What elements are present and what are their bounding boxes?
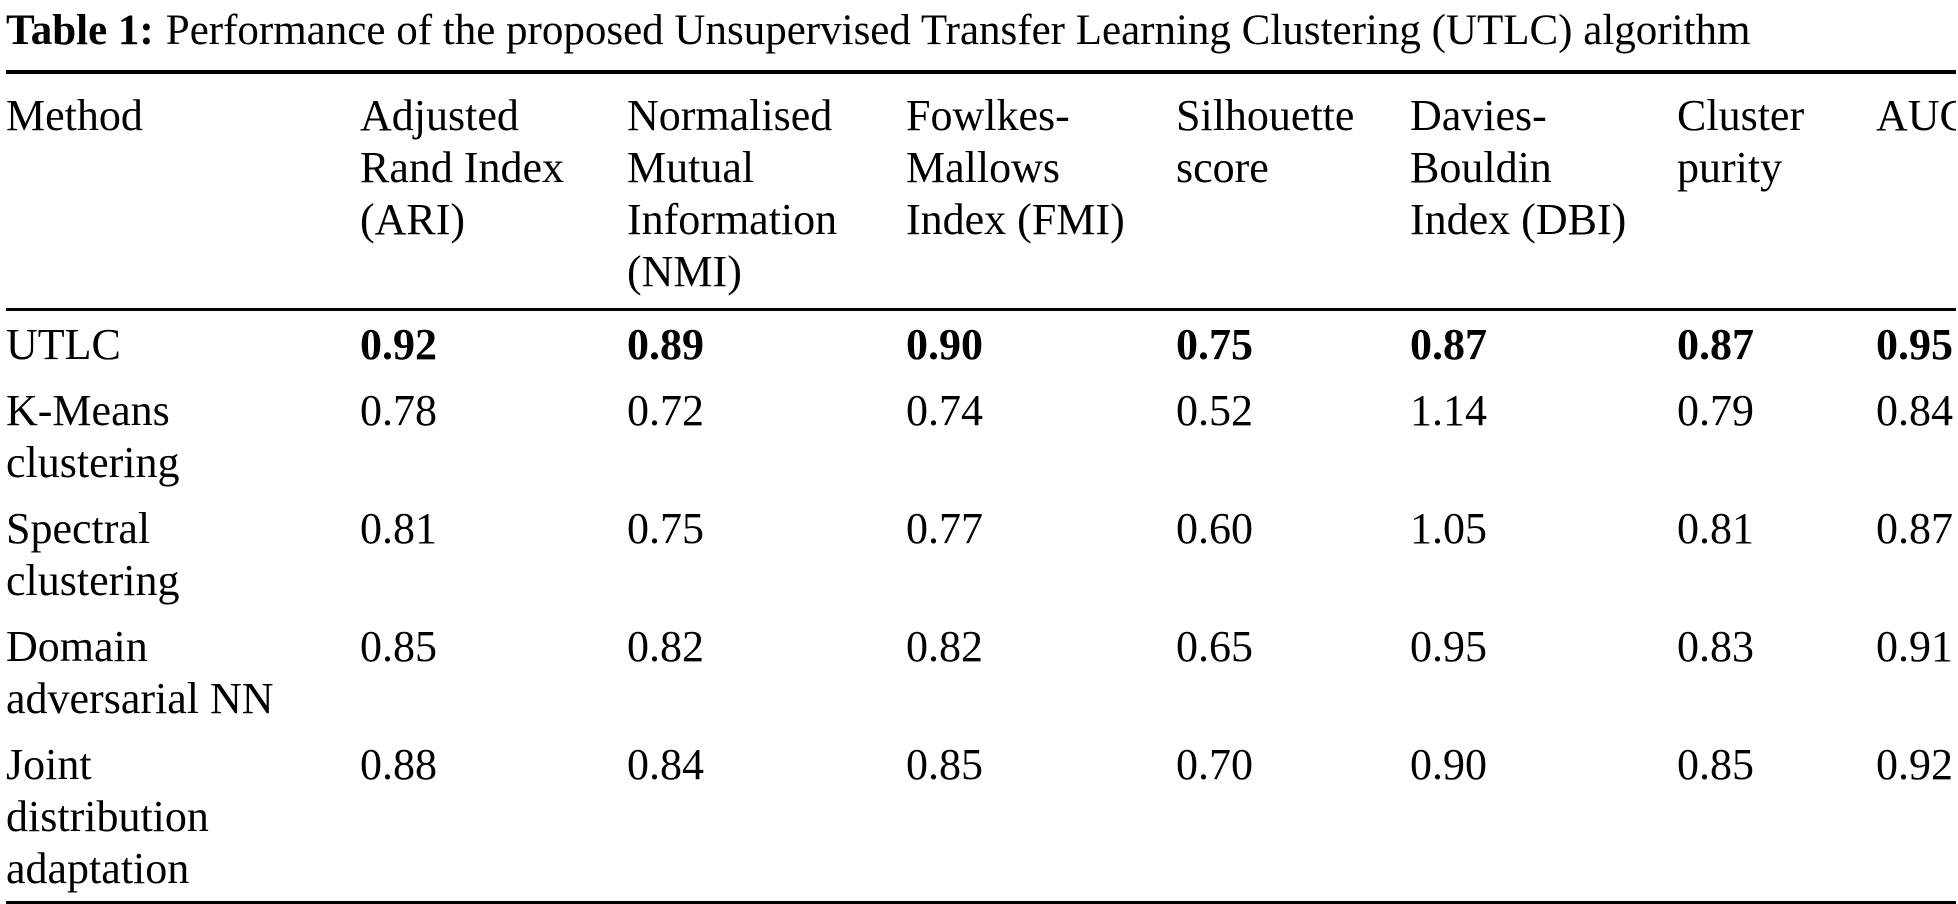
header-row: Method Adjusted Rand Index (ARI) Normali… [6, 72, 1956, 311]
method-cell: Domain adversarial NN [6, 622, 274, 723]
value-cell-ari: 0.88 [360, 740, 437, 789]
value-cell-cluster-purity: 0.87 [1677, 320, 1754, 369]
value-cell-fmi: 0.74 [906, 386, 983, 435]
results-table: Method Adjusted Rand Index (ARI) Normali… [6, 70, 1956, 904]
method-cell: Joint distribution adaptation [6, 740, 209, 893]
column-header-method: Method [6, 72, 360, 311]
column-header-ari: Adjusted Rand Index (ARI) [360, 72, 627, 311]
value-cell-ari: 0.81 [360, 504, 437, 553]
value-cell-dbi: 0.90 [1410, 740, 1487, 789]
value-cell-silhouette: 0.70 [1176, 740, 1253, 789]
table-caption-text: Performance of the proposed Unsupervised… [165, 7, 1751, 54]
value-cell-ari: 0.92 [360, 320, 437, 369]
table-row-utlc: UTLC 0.92 0.89 0.90 0.75 0.87 0.87 0.95 [6, 310, 1956, 378]
column-header-cluster-purity: Cluster purity [1677, 72, 1876, 311]
value-cell-fmi: 0.85 [906, 740, 983, 789]
value-cell-auc: 0.95 [1876, 320, 1953, 369]
value-cell-auc: 0.92 [1876, 740, 1953, 789]
table-row-spectral: Spectral clustering 0.81 0.75 0.77 0.60 … [6, 495, 1956, 613]
value-cell-cluster-purity: 0.83 [1677, 622, 1754, 671]
table-caption: Table 1: Performance of the proposed Unsu… [6, 4, 1956, 58]
table-row-domain-adversarial: Domain adversarial NN 0.85 0.82 0.82 0.6… [6, 613, 1956, 731]
column-header-fmi: Fowlkes- Mallows Index (FMI) [906, 72, 1176, 311]
column-header-silhouette: Silhouette score [1176, 72, 1410, 311]
table-row-kmeans: K-Means clustering 0.78 0.72 0.74 0.52 1… [6, 377, 1956, 495]
method-cell: UTLC [6, 320, 121, 369]
value-cell-fmi: 0.82 [906, 622, 983, 671]
value-cell-silhouette: 0.65 [1176, 622, 1253, 671]
value-cell-fmi: 0.77 [906, 504, 983, 553]
value-cell-nmi: 0.84 [627, 740, 704, 789]
value-cell-auc: 0.84 [1876, 386, 1953, 435]
value-cell-nmi: 0.82 [627, 622, 704, 671]
value-cell-nmi: 0.75 [627, 504, 704, 553]
value-cell-cluster-purity: 0.81 [1677, 504, 1754, 553]
value-cell-auc: 0.91 [1876, 622, 1953, 671]
method-cell: K-Means clustering [6, 386, 180, 487]
value-cell-dbi: 1.14 [1410, 386, 1487, 435]
value-cell-ari: 0.78 [360, 386, 437, 435]
column-header-auc: AUC [1876, 72, 1956, 311]
value-cell-silhouette: 0.52 [1176, 386, 1253, 435]
value-cell-dbi: 0.95 [1410, 622, 1487, 671]
column-header-nmi: Normalised Mutual Information (NMI) [627, 72, 906, 311]
table-row-joint-distribution: Joint distribution adaptation 0.88 0.84 … [6, 731, 1956, 903]
value-cell-cluster-purity: 0.85 [1677, 740, 1754, 789]
value-cell-auc: 0.87 [1876, 504, 1953, 553]
value-cell-dbi: 0.87 [1410, 320, 1487, 369]
value-cell-dbi: 1.05 [1410, 504, 1487, 553]
value-cell-nmi: 0.89 [627, 320, 704, 369]
value-cell-fmi: 0.90 [906, 320, 983, 369]
table-caption-label: Table 1: [6, 7, 154, 54]
method-cell: Spectral clustering [6, 504, 180, 605]
value-cell-silhouette: 0.60 [1176, 504, 1253, 553]
value-cell-silhouette: 0.75 [1176, 320, 1253, 369]
value-cell-ari: 0.85 [360, 622, 437, 671]
value-cell-cluster-purity: 0.79 [1677, 386, 1754, 435]
column-header-dbi: Davies- Bouldin Index (DBI) [1410, 72, 1677, 311]
value-cell-nmi: 0.72 [627, 386, 704, 435]
